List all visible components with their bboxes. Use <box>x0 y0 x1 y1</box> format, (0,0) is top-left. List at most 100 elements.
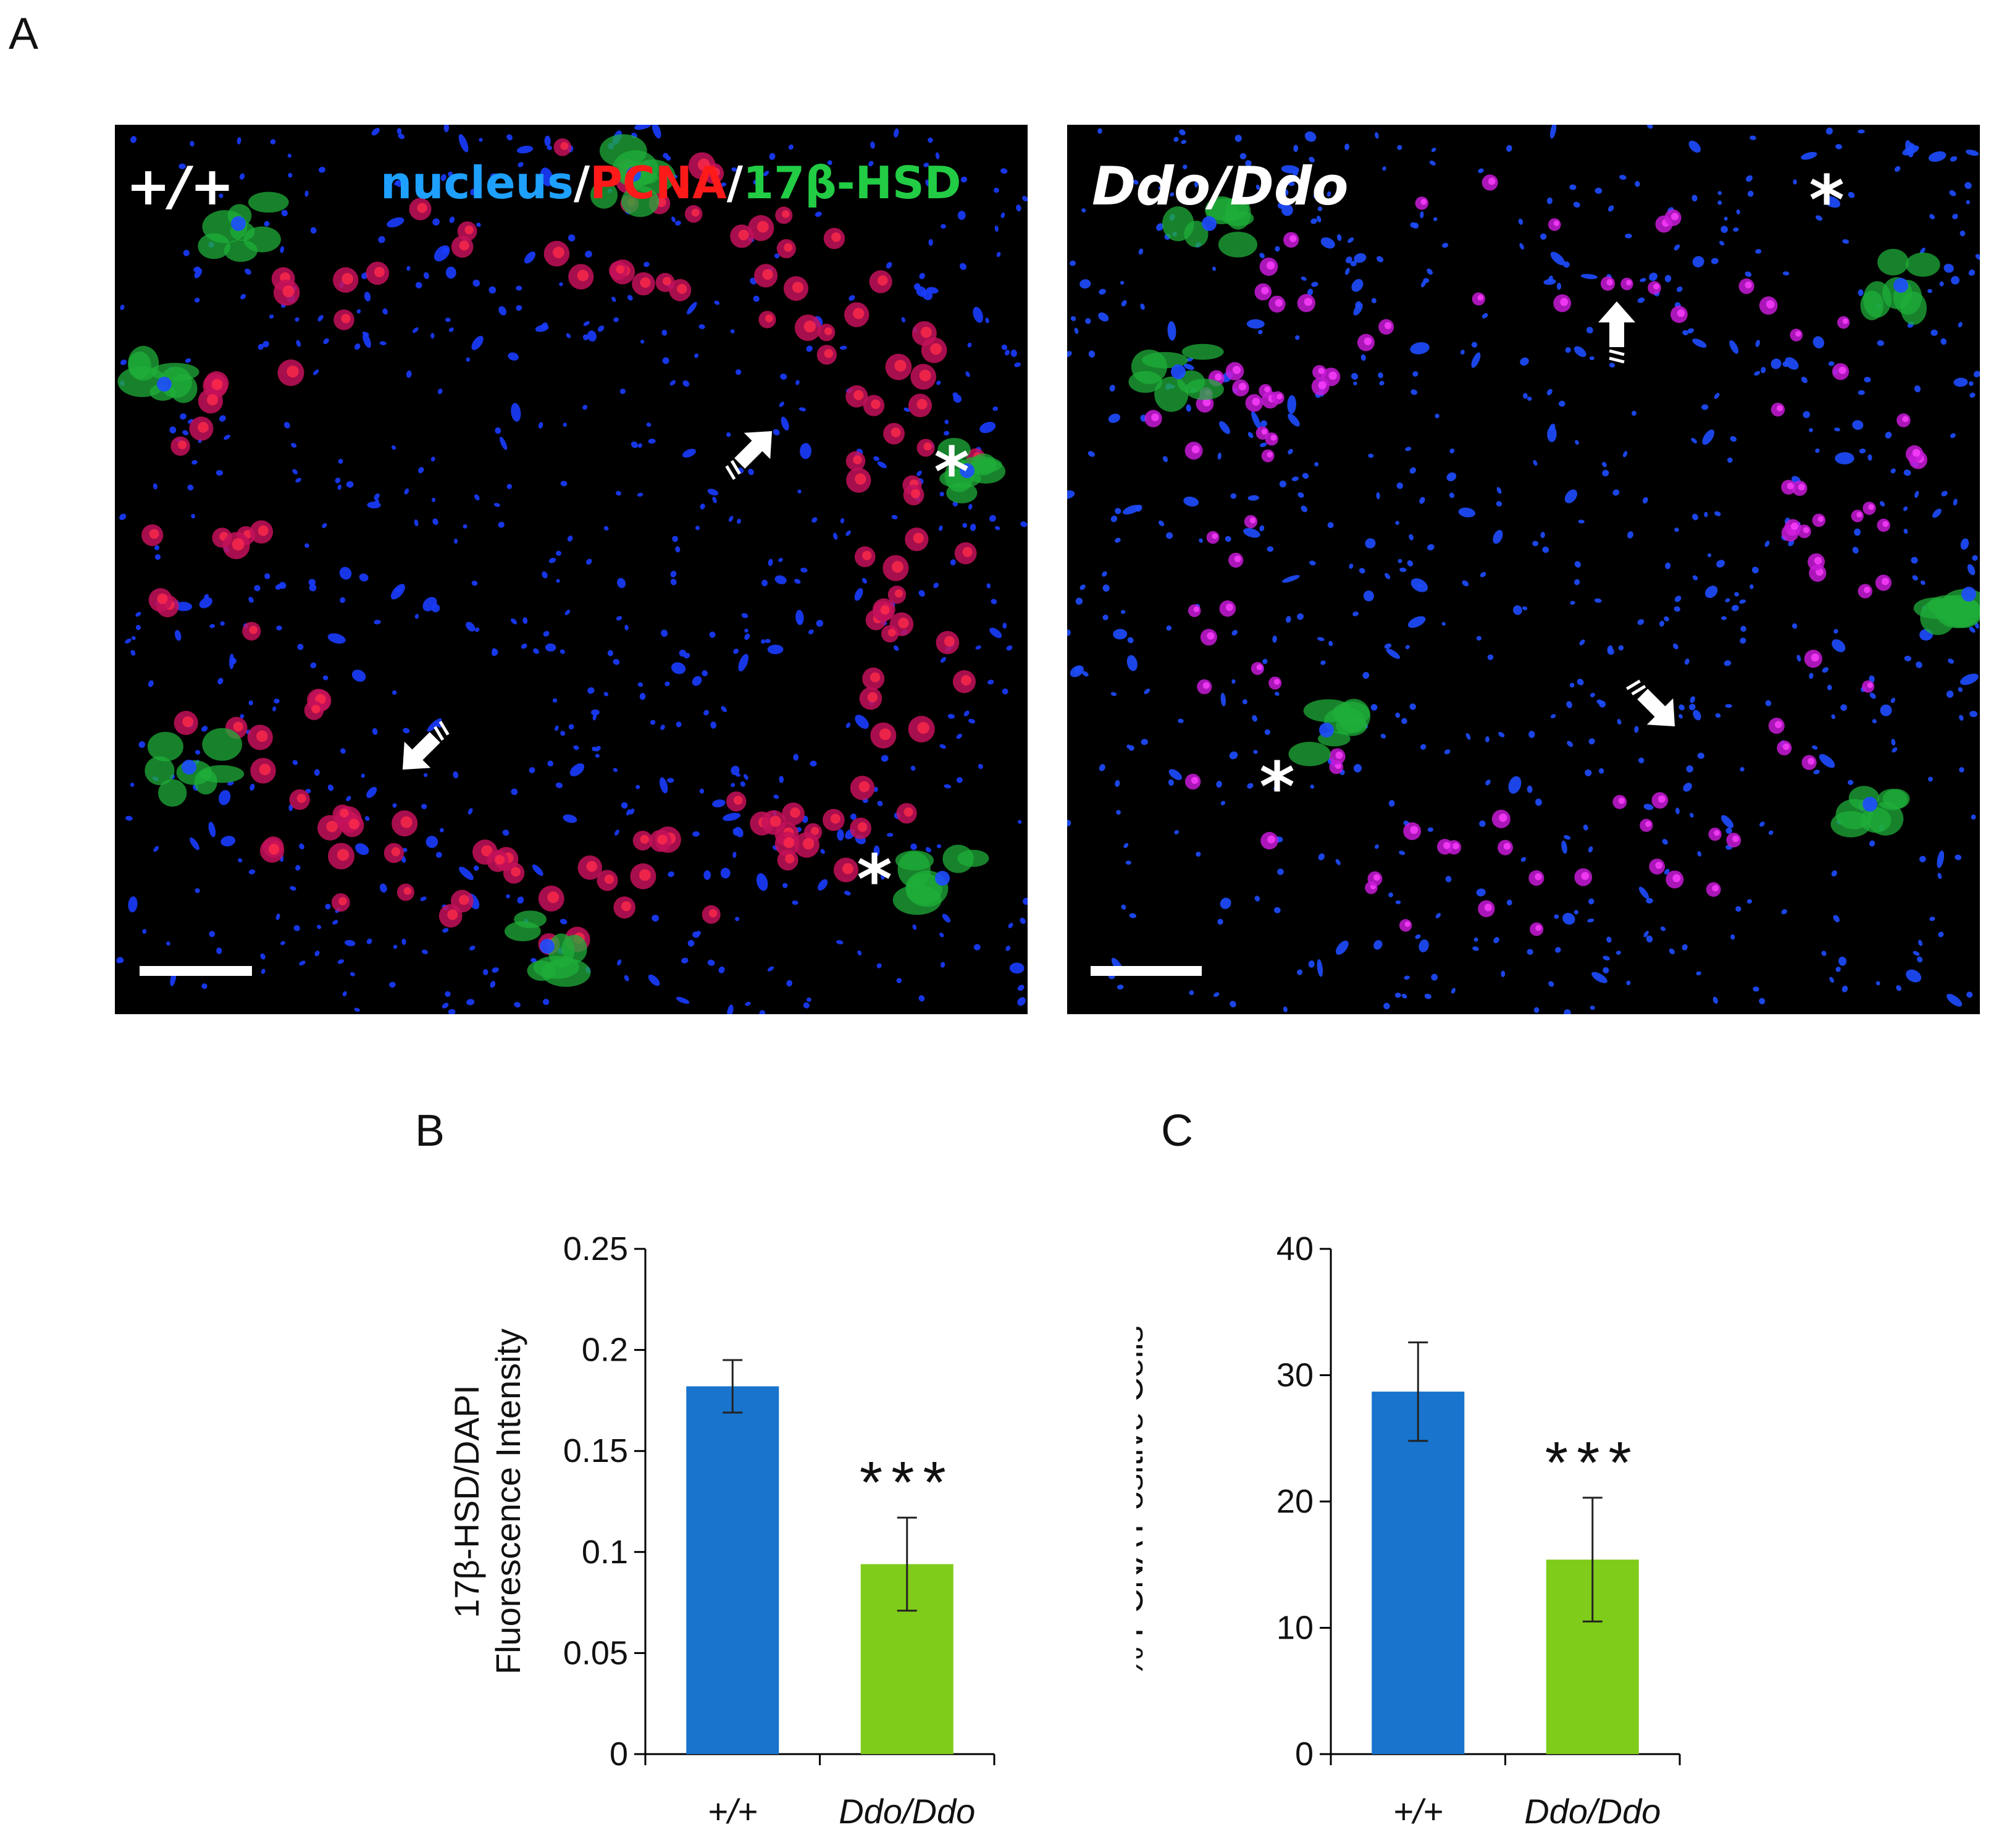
nucleus-dot <box>552 698 558 703</box>
nucleus-dot <box>1122 505 1141 515</box>
nucleus-dot <box>1835 144 1842 149</box>
nucleus-dot <box>640 340 645 344</box>
nucleus-dot <box>354 343 361 350</box>
nucleus-dot <box>1903 469 1911 476</box>
nucleus-dot <box>661 329 668 336</box>
nucleus-dot <box>1220 800 1226 805</box>
pcna-cell-core <box>256 730 268 742</box>
nucleus-dot <box>199 597 212 608</box>
nucleus-dot <box>1348 237 1354 243</box>
nucleus-dot <box>759 1010 766 1014</box>
pcna-cell-core <box>553 246 564 259</box>
nucleus-dot <box>220 621 225 626</box>
nucleus-dot <box>1291 476 1299 482</box>
pcna-cell-core <box>1645 821 1651 828</box>
nucleus-dot <box>318 167 325 173</box>
nucleus-dot <box>1102 615 1109 621</box>
nucleus-dot <box>1832 639 1846 652</box>
nucleus-dot <box>1642 497 1648 504</box>
nucleus-dot <box>1968 269 1976 276</box>
nucleus-dot <box>1682 944 1688 951</box>
nucleus-dot <box>498 306 507 316</box>
nucleus-dot <box>1591 972 1607 983</box>
pcna-cell-core <box>547 891 560 904</box>
nucleus-dot <box>854 588 863 601</box>
nucleus-dot <box>125 815 133 821</box>
nucleus-dot <box>815 211 822 217</box>
nucleus-dot <box>559 282 563 287</box>
nucleus-dot <box>985 317 989 324</box>
nucleus-dot <box>737 518 742 524</box>
nucleus-dot <box>1310 784 1315 789</box>
nucleus-dot <box>1827 684 1832 691</box>
nucleus-dot <box>295 477 301 483</box>
nucleus-dot <box>1225 536 1231 542</box>
nucleus-dot <box>659 777 668 794</box>
nucleus-dot <box>1885 431 1892 439</box>
nucleus-dot <box>1781 909 1787 915</box>
nucleus-dot <box>1745 271 1752 277</box>
nucleus-dot <box>458 175 463 180</box>
nucleus-dot <box>1009 962 1025 974</box>
nucleus-dot <box>190 837 199 850</box>
nucleus-dot <box>445 317 451 322</box>
hsd-signal <box>966 459 1006 484</box>
nucleus-dot <box>1564 835 1571 840</box>
nucleus-dot <box>1170 192 1175 197</box>
nucleus-dot <box>474 627 480 632</box>
pcna-cell-core <box>616 265 625 274</box>
nucleus-dot <box>1782 271 1790 276</box>
pcna-cell-core <box>910 489 921 498</box>
nucleus-dot <box>555 725 559 731</box>
nucleus-dot <box>406 370 412 378</box>
nucleus-dot <box>1446 472 1457 482</box>
nucleus-dot <box>466 357 471 362</box>
nucleus-dot <box>1565 346 1571 353</box>
chart-b-svg: 0 0.05 0.1 0.15 0.2 0.25 +/+ *** Ddo/Ddo 17β-HSD/… <box>447 1230 996 1831</box>
nucleus-dot <box>1674 595 1682 602</box>
nucleus-dot <box>1365 538 1376 548</box>
nucleus-dot <box>1344 267 1350 275</box>
nucleus-dot <box>1669 948 1675 955</box>
nucleus-dot <box>1346 256 1352 264</box>
nucleus-dot <box>392 803 397 808</box>
nucleus-dot <box>1692 256 1704 267</box>
nucleus-dot <box>994 526 1000 531</box>
nucleus-dot <box>968 503 973 510</box>
nucleus-dot <box>1102 584 1110 592</box>
nucleus-dot <box>1580 274 1598 279</box>
nucleus-dot <box>1618 645 1624 651</box>
legend-17b-hsd: 17β-HSD <box>743 157 962 209</box>
pcna-cell-core <box>258 525 269 536</box>
nucleus-dot <box>1353 381 1357 385</box>
nucleus-dot <box>1314 462 1319 467</box>
nucleus-dot <box>1583 824 1588 831</box>
nucleus-dot <box>1518 218 1524 225</box>
nucleus-dot <box>299 843 304 850</box>
nucleus-dot <box>1166 625 1172 631</box>
nucleus-dot <box>304 543 309 548</box>
pcna-cell-core <box>1264 386 1270 393</box>
nucleus-dot <box>1014 362 1021 368</box>
nucleus-dot <box>521 643 527 649</box>
nucleus-dot <box>229 653 235 670</box>
nucleus-dot <box>1010 349 1017 357</box>
nucleus-dot <box>237 137 241 145</box>
nucleus-dot <box>1493 529 1503 544</box>
nucleus-dot <box>1074 327 1079 334</box>
nucleus-dot <box>1768 830 1774 835</box>
arrow-head-shape <box>734 430 773 469</box>
nucleus-dot <box>272 706 277 712</box>
nucleus-dot <box>573 745 579 750</box>
nucleus-dot <box>1740 626 1746 632</box>
nucleus-dot <box>629 808 635 815</box>
nucleus-dot <box>506 134 513 141</box>
nucleus-dot <box>877 461 887 469</box>
nucleus-dot <box>422 597 437 611</box>
nucleus-dot <box>430 332 435 339</box>
nucleus-dot <box>614 830 619 836</box>
nucleus-dot <box>479 138 483 142</box>
nucleus-dot <box>849 295 855 301</box>
nucleus-dot <box>217 678 224 685</box>
nucleus-dot <box>249 783 255 791</box>
